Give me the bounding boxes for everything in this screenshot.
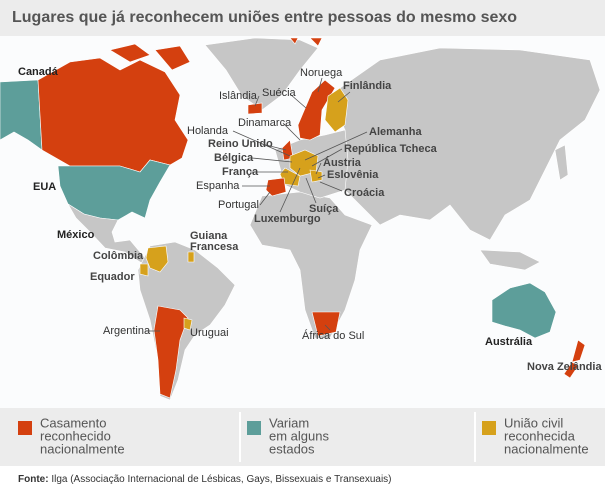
country-label: Francesa	[190, 241, 239, 253]
country-label: Eslovênia	[327, 169, 379, 181]
country-label: Croácia	[344, 187, 385, 199]
legend-label: União civil	[504, 415, 563, 430]
country-labels: Canadá EUA México Guiana Francesa Colômb…	[18, 66, 602, 373]
map	[0, 37, 601, 401]
country-label: Argentina	[103, 325, 151, 337]
country-label: Alemanha	[369, 126, 422, 138]
legend-label: estados	[269, 441, 315, 456]
country-label: França	[222, 166, 259, 178]
country-label: África do Sul	[302, 329, 364, 342]
country-label: Uruguai	[190, 327, 229, 339]
country-label: Equador	[90, 271, 135, 283]
country-label: Suécia	[262, 87, 297, 99]
country-label: Colômbia	[93, 250, 144, 262]
leader-lines	[145, 77, 368, 332]
source-label: Fonte:	[18, 474, 49, 485]
legend-label: nacionalmente	[504, 441, 589, 456]
country-label: Bélgica	[214, 152, 254, 164]
country-label: Guiana	[190, 230, 228, 242]
country-label: Reino Unido	[208, 138, 273, 150]
country-label: Finlândia	[343, 80, 392, 92]
legend-swatch	[482, 421, 496, 435]
country-label: Noruega	[300, 67, 343, 79]
country-label: República Tcheca	[344, 143, 438, 155]
country-label: Dinamarca	[238, 117, 292, 129]
legend-label: Casamento	[40, 415, 106, 430]
country-label: México	[57, 229, 95, 241]
country-label: Portugal	[218, 199, 259, 211]
legend-label: Variam	[269, 415, 309, 430]
country-label: Austrália	[485, 336, 533, 348]
country-label: Islândia	[219, 90, 258, 102]
source-text: Ilga (Associação Internacional de Lésbic…	[51, 474, 391, 485]
country-label: Holanda	[187, 125, 229, 137]
country-label: Canadá	[18, 66, 59, 78]
legend-label: reconhecida	[504, 428, 576, 443]
country-label: Suíça	[309, 203, 339, 215]
legend-bar	[0, 408, 605, 466]
title-bar	[0, 0, 605, 36]
country-label: Espanha	[196, 180, 240, 192]
legend-swatch	[247, 421, 261, 435]
country-label: Luxemburgo	[254, 213, 321, 225]
country-label: EUA	[33, 181, 56, 193]
legend-label: reconhecido	[40, 428, 111, 443]
country-label: Nova Zelândia	[527, 361, 602, 373]
legend-label: nacionalmente	[40, 441, 125, 456]
title: Lugares que já reconhecem uniões entre p…	[12, 9, 517, 26]
legend: CasamentoreconhecidonacionalmenteVariame…	[18, 415, 589, 456]
legend-label: em alguns	[269, 428, 329, 443]
source: Fonte: Ilga (Associação Internacional de…	[18, 474, 392, 485]
legend-swatch	[18, 421, 32, 435]
country-label: Áustria	[323, 156, 362, 169]
